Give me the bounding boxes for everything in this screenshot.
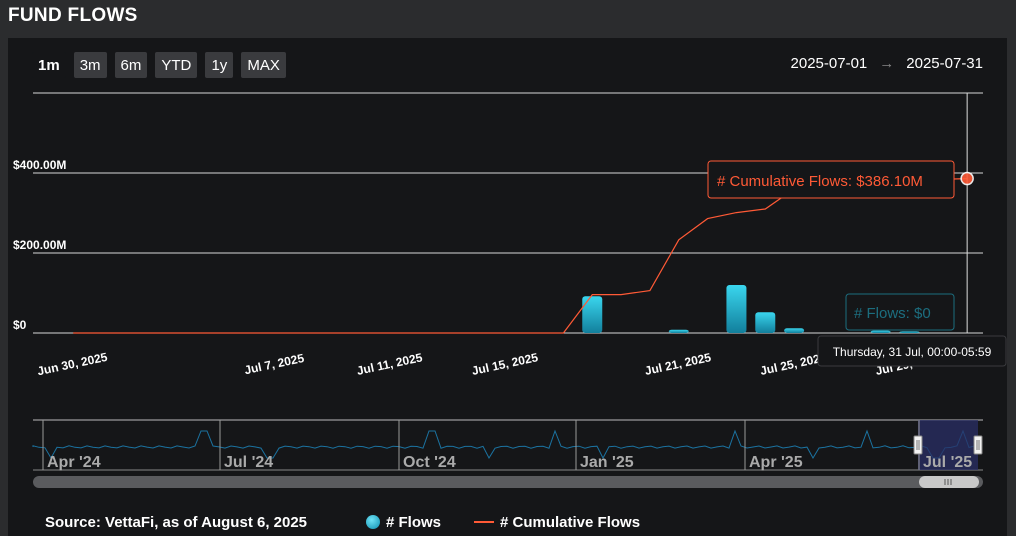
scrollbar-thumb[interactable] <box>919 476 979 488</box>
tooltip-cumulative-text: # Cumulative Flows: $386.10M <box>717 173 923 190</box>
flows-marker-icon <box>366 515 380 529</box>
cumulative-line <box>73 178 968 334</box>
cumulative-tooltip: # Cumulative Flows: $386.10M <box>707 160 955 199</box>
navigator-selection <box>918 420 978 470</box>
flow-bar <box>755 312 776 333</box>
flow-bar <box>668 329 689 333</box>
date-from-input[interactable]: 2025-07-01 <box>790 55 868 72</box>
chart-svg[interactable]: $0 $200.00M $400.00M Jun 30, 2025 Jul 7, 202… <box>8 38 1007 508</box>
y-tick-label: $0 <box>13 318 27 332</box>
navigator-handle[interactable] <box>913 435 923 455</box>
date-to-input[interactable]: 2025-07-31 <box>906 55 983 72</box>
range-3m-button[interactable]: 3m <box>73 52 107 78</box>
flow-bar <box>726 285 747 333</box>
navigator-label: Apr '24 <box>47 454 101 471</box>
range-6m-button[interactable]: 6m <box>114 52 148 78</box>
navigator-label: Jan '25 <box>580 454 634 471</box>
y-tick-label: $400.00M <box>13 158 66 172</box>
tooltip-box <box>817 335 1007 367</box>
tooltip-box <box>707 160 955 199</box>
navigator-label: Apr '25 <box>749 454 803 471</box>
navigator-handle[interactable] <box>973 435 983 455</box>
x-tick-label: Jul 21, 2025 <box>644 350 713 378</box>
legend-flows[interactable]: # Flows <box>366 514 441 531</box>
tooltip-date-text: Thursday, 31 Jul, 00:00-05:59 <box>833 345 992 359</box>
flow-bar <box>582 296 603 333</box>
range-max-button[interactable]: MAX <box>241 52 286 78</box>
navigator-label: Jul '25 <box>923 454 972 471</box>
tooltip-box <box>845 293 955 331</box>
x-tick-label: Jul 11, 2025 <box>355 350 423 378</box>
page-title: FUND FLOWS <box>8 5 138 26</box>
legend: Source: VettaFi, as of August 6, 2025 # … <box>8 509 1007 535</box>
range-ytd-button[interactable]: YTD <box>155 52 198 78</box>
flow-bar <box>784 328 805 333</box>
y-tick-label: $200.00M <box>13 238 66 252</box>
flows-tooltip: # Flows: $0 <box>845 293 955 331</box>
range-1m-button[interactable]: 1m <box>32 52 66 78</box>
range-selector: 1m 3m 6m YTD 1y MAX <box>32 52 286 78</box>
range-1y-button[interactable]: 1y <box>205 52 234 78</box>
date-range: 2025-07-01 → 2025-07-31 <box>791 55 983 72</box>
tooltip-flows-text: # Flows: $0 <box>854 305 931 322</box>
legend-cumulative-label: # Cumulative Flows <box>500 513 641 531</box>
navigator-series <box>32 429 982 460</box>
chart-panel: 1m 3m 6m YTD 1y MAX 2025-07-01 → 2025-07… <box>8 38 1007 536</box>
date-tooltip: Thursday, 31 Jul, 00:00-05:59 <box>817 335 1007 367</box>
scrollbar-track <box>33 476 983 488</box>
date-arrow: → <box>879 55 895 72</box>
legend-flows-label: # Flows <box>386 513 442 531</box>
legend-cumulative[interactable]: # Cumulative Flows <box>474 514 640 531</box>
x-tick-label: Jul 15, 2025 <box>470 350 539 378</box>
navigator-label: Jul '24 <box>224 454 273 471</box>
navigator-label: Oct '24 <box>403 454 456 471</box>
x-tick-label: Jul 7, 2025 <box>243 351 306 377</box>
x-tick-label: Jun 30, 2025 <box>36 350 109 379</box>
cumulative-line-icon <box>474 521 494 523</box>
source-note: Source: VettaFi, as of August 6, 2025 <box>45 513 308 531</box>
flow-bar <box>870 330 891 333</box>
flow-bar <box>899 331 920 333</box>
cumulative-hover-marker <box>960 171 974 186</box>
